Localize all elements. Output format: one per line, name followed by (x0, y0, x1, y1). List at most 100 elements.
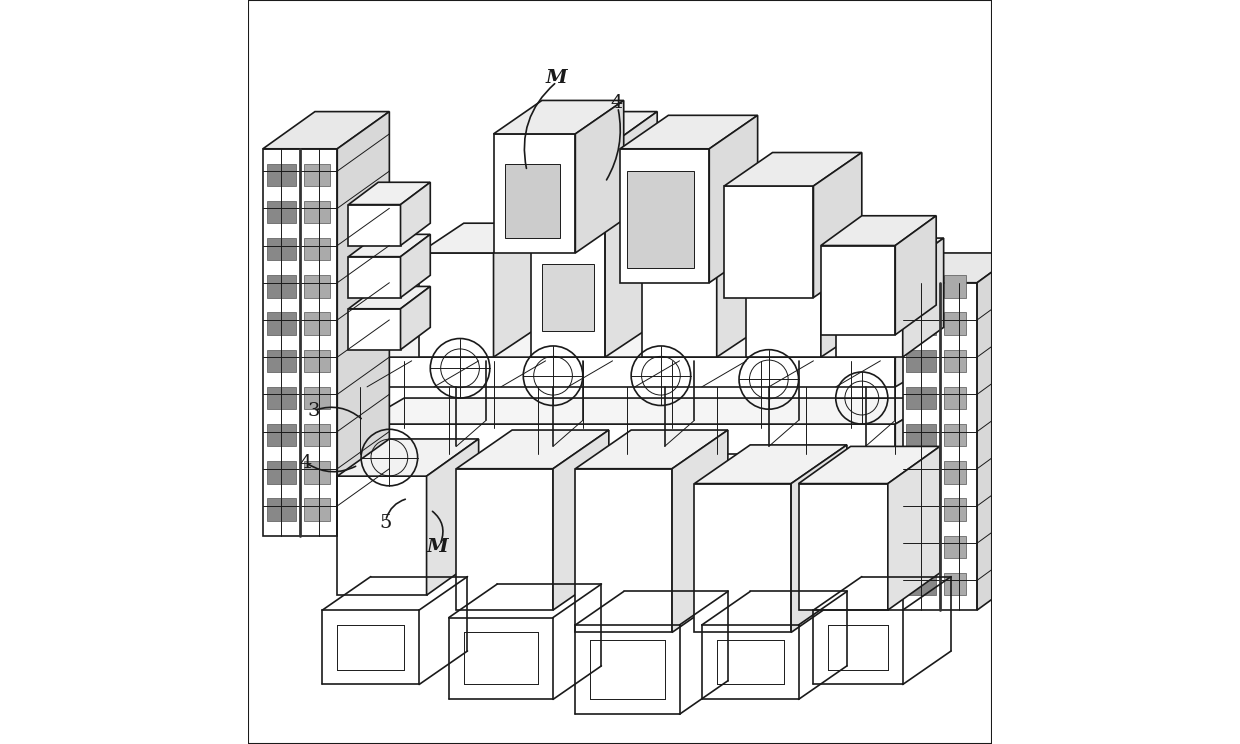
Polygon shape (821, 216, 936, 246)
Polygon shape (348, 205, 401, 246)
Bar (944, 424, 966, 446)
Bar (304, 424, 330, 446)
Polygon shape (895, 331, 940, 387)
Polygon shape (337, 112, 389, 536)
Polygon shape (799, 484, 888, 610)
Polygon shape (456, 469, 553, 610)
Bar (627, 171, 694, 268)
Polygon shape (531, 193, 650, 223)
Polygon shape (709, 115, 758, 283)
Bar (906, 424, 936, 446)
Polygon shape (672, 430, 728, 632)
Bar (944, 573, 966, 595)
Polygon shape (977, 253, 1018, 610)
Polygon shape (575, 100, 624, 253)
Polygon shape (605, 193, 650, 357)
Polygon shape (642, 223, 761, 253)
Polygon shape (903, 253, 1018, 283)
Bar (267, 238, 296, 260)
Polygon shape (620, 115, 758, 149)
Bar (906, 536, 936, 558)
Polygon shape (427, 439, 479, 595)
Polygon shape (717, 223, 761, 357)
Bar (542, 264, 594, 331)
Polygon shape (419, 253, 494, 357)
Polygon shape (746, 253, 821, 357)
Bar (267, 312, 296, 335)
Polygon shape (401, 234, 430, 298)
Bar (304, 201, 330, 223)
Polygon shape (508, 112, 657, 149)
Polygon shape (694, 484, 791, 632)
Text: 3: 3 (308, 403, 320, 420)
Polygon shape (360, 398, 940, 424)
Polygon shape (419, 223, 538, 253)
Polygon shape (494, 223, 538, 357)
Polygon shape (337, 476, 427, 595)
Bar (267, 424, 296, 446)
Polygon shape (348, 286, 430, 309)
Polygon shape (895, 216, 936, 335)
Polygon shape (799, 446, 940, 484)
Bar (944, 461, 966, 484)
Polygon shape (888, 446, 940, 610)
Bar (304, 164, 330, 186)
Polygon shape (401, 182, 430, 246)
Polygon shape (821, 246, 895, 335)
Bar (944, 387, 966, 409)
Polygon shape (348, 182, 430, 205)
Bar (267, 201, 296, 223)
Bar (944, 498, 966, 521)
Polygon shape (263, 112, 389, 149)
Polygon shape (642, 253, 717, 357)
Bar (944, 350, 966, 372)
Polygon shape (337, 439, 479, 476)
Polygon shape (348, 257, 401, 298)
Polygon shape (903, 238, 944, 357)
Polygon shape (401, 286, 430, 350)
Bar (304, 312, 330, 335)
Bar (267, 350, 296, 372)
Polygon shape (813, 153, 862, 298)
Bar (505, 164, 560, 238)
Bar (267, 164, 296, 186)
Polygon shape (694, 445, 847, 484)
Bar (944, 275, 966, 298)
Bar (267, 387, 296, 409)
Polygon shape (724, 153, 862, 186)
Polygon shape (620, 149, 709, 283)
Polygon shape (575, 469, 672, 632)
Polygon shape (494, 134, 575, 253)
Polygon shape (553, 430, 609, 610)
Text: 4: 4 (300, 454, 312, 472)
Bar (906, 573, 936, 595)
Polygon shape (348, 309, 401, 350)
Bar (304, 387, 330, 409)
Polygon shape (348, 234, 430, 257)
Text: M: M (546, 69, 568, 87)
Bar (906, 312, 936, 335)
Polygon shape (895, 398, 940, 454)
Polygon shape (836, 268, 903, 357)
Bar (906, 461, 936, 484)
Polygon shape (508, 149, 605, 223)
Bar (906, 498, 936, 521)
Polygon shape (494, 100, 624, 134)
Polygon shape (531, 223, 605, 357)
Bar (304, 498, 330, 521)
Polygon shape (605, 112, 657, 223)
Bar (304, 238, 330, 260)
Polygon shape (456, 430, 609, 469)
Bar (267, 275, 296, 298)
Bar (906, 275, 936, 298)
Bar (304, 461, 330, 484)
Polygon shape (903, 283, 977, 610)
Polygon shape (791, 445, 847, 632)
Bar (304, 350, 330, 372)
Polygon shape (360, 331, 940, 357)
Bar (906, 387, 936, 409)
Polygon shape (821, 223, 866, 357)
Polygon shape (746, 223, 866, 253)
Polygon shape (724, 186, 813, 298)
Bar (267, 461, 296, 484)
